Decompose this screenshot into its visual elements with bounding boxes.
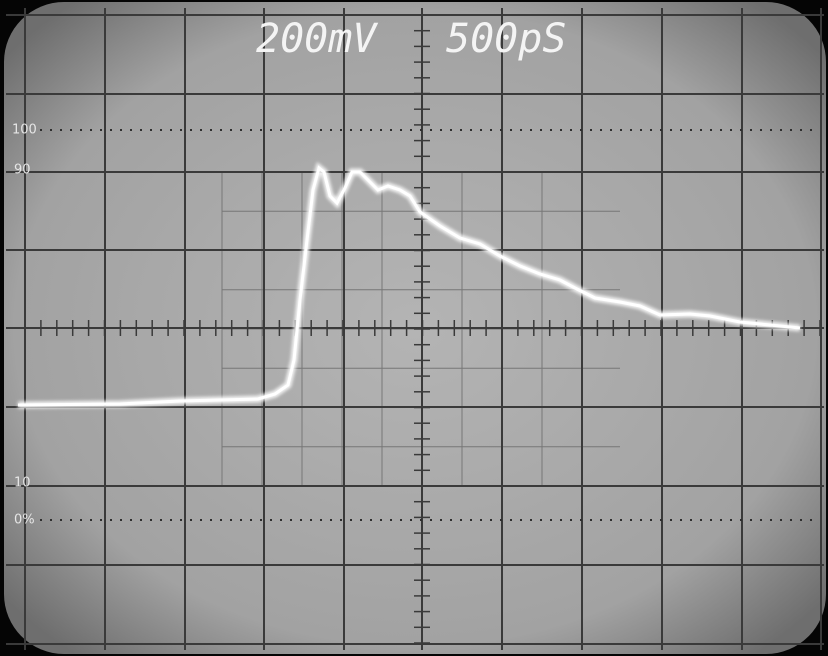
scale-label: 10	[14, 476, 31, 491]
scale-label: 0%	[14, 513, 35, 528]
scale-label: 90	[14, 163, 31, 178]
volts-per-div: 200mV	[256, 16, 378, 62]
scale-label: 100	[12, 123, 37, 138]
oscilloscope-photo: 200mV 500pS 100 90 10 0%	[0, 0, 828, 656]
time-per-div: 500pS	[446, 16, 566, 62]
